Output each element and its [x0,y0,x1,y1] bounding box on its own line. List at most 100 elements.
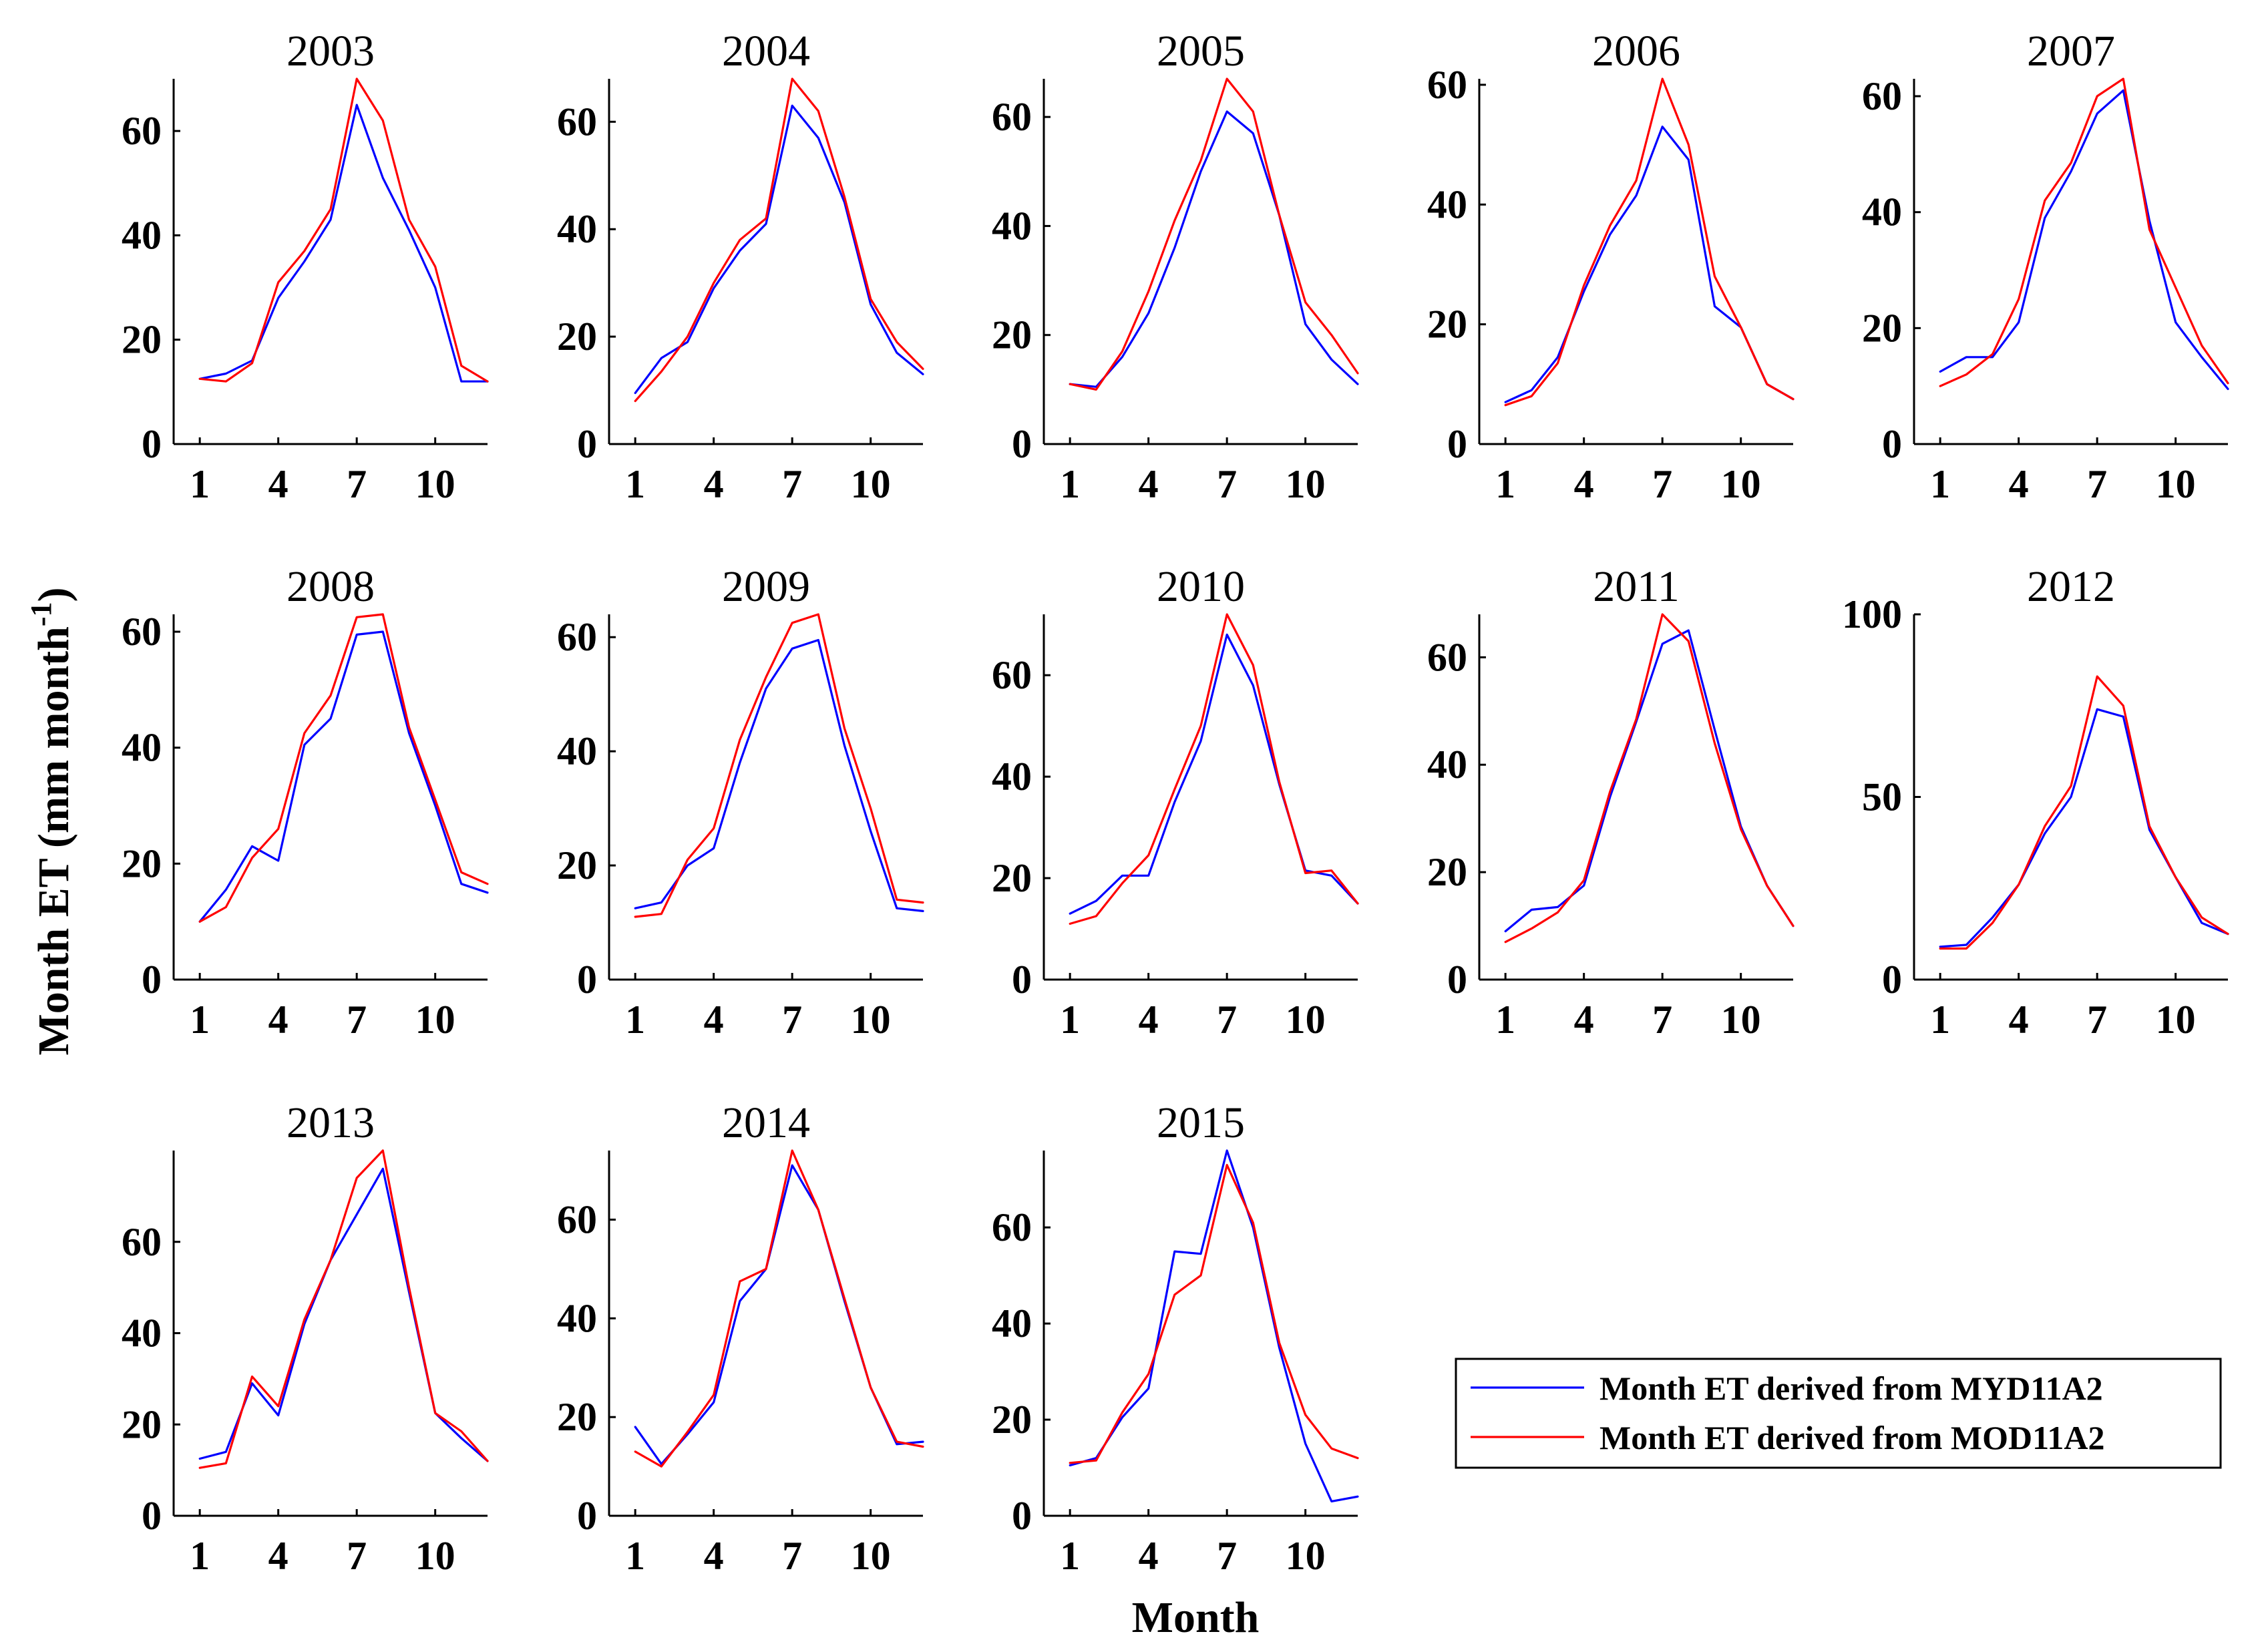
series-line-myd11a2 [1504,629,1794,933]
x-tick-label: 7 [347,998,367,1042]
x-tick-label: 1 [625,1534,645,1578]
x-tick-label: 1 [1495,462,1515,506]
y-tick-label: 20 [557,1395,597,1439]
legend-box [1455,1358,2222,1469]
x-tick-label: 10 [1286,462,1326,506]
y-tick-label: 60 [122,109,162,153]
x-tick-label: 10 [1721,998,1761,1042]
x-tick-label: 10 [1286,998,1326,1042]
x-tick-label: 1 [1495,998,1515,1042]
x-tick-label: 7 [347,1534,367,1578]
y-tick-label: 60 [992,1205,1032,1249]
y-tick-label: 60 [992,653,1032,697]
y-tick-label: 20 [557,843,597,887]
series-line-mod11a2 [1069,1163,1359,1464]
x-tick-label: 10 [851,1534,891,1578]
x-tick-label: 1 [1930,998,1950,1042]
x-tick-label: 4 [268,998,289,1042]
series-line-mod11a2 [1069,613,1359,925]
y-tick-label: 20 [992,313,1032,357]
series-line-myd11a2 [198,1167,489,1462]
y-tick-label: 0 [1012,422,1032,466]
x-tick-label: 1 [1060,998,1080,1042]
y-tick-label: 0 [577,958,597,1002]
y-tick-label: 20 [122,318,162,362]
series-line-mod11a2 [1504,613,1794,944]
x-tick-label: 7 [782,462,802,506]
series-line-mod11a2 [1939,675,2229,950]
y-tick-label: 40 [1862,190,1902,234]
subplot-title: 2012 [2027,562,2115,611]
x-tick-label: 7 [1217,462,1237,506]
y-tick-label: 40 [992,1301,1032,1346]
x-tick-label: 4 [1574,462,1594,506]
y-tick-label: 20 [992,1398,1032,1442]
x-tick-label: 7 [782,998,802,1042]
y-tick-label: 60 [1427,635,1467,679]
subplot-2009: 2009 0 20 40 60 1 4 7 10 [557,562,924,1042]
subplot-2013: 2013 0 20 40 60 1 4 7 10 [122,1098,489,1578]
subplot-2014: 2014 0 20 40 60 1 4 7 10 [557,1098,924,1578]
x-tick-label: 4 [704,998,724,1042]
subplot-2012: 2012 0 50 100 1 4 7 10 [1842,562,2229,1042]
series-line-myd11a2 [1504,126,1794,403]
series-line-mod11a2 [634,613,924,918]
x-tick-label: 1 [190,998,210,1042]
x-tick-label: 4 [704,462,724,506]
x-tick-label: 7 [1652,462,1672,506]
y-tick-label: 40 [122,213,162,257]
x-tick-label: 10 [415,1534,455,1578]
y-tick-label: 20 [1427,850,1467,894]
y-tick-label: 100 [1842,592,1902,636]
subplot-title: 2005 [1157,27,1245,75]
y-tick-label: 0 [1882,422,1902,466]
series-line-mod11a2 [634,1149,924,1468]
x-tick-label: 7 [1217,1534,1237,1578]
y-tick-label: 40 [557,1296,597,1340]
y-tick-label: 40 [557,207,597,251]
y-tick-label: 20 [1427,302,1467,347]
y-tick-label: 40 [122,1311,162,1356]
subplot-2010: 2010 0 20 40 60 1 4 7 10 [992,562,1359,1042]
x-tick-label: 1 [1060,1534,1080,1578]
series-line-myd11a2 [1069,1149,1359,1502]
y-tick-label: 60 [1862,74,1902,118]
subplot-title: 2007 [2027,27,2115,75]
x-tick-label: 7 [347,462,367,506]
x-tick-label: 4 [2009,462,2029,506]
y-tick-label: 0 [1882,958,1902,1002]
x-tick-label: 1 [190,1534,210,1578]
x-tick-label: 4 [1574,998,1594,1042]
series-line-mod11a2 [1504,77,1794,407]
x-tick-label: 10 [2156,462,2196,506]
series-line-myd11a2 [198,630,489,923]
subplot-title: 2003 [287,27,375,75]
series-line-myd11a2 [634,104,924,395]
y-tick-label: 0 [142,422,162,466]
y-tick-label: 0 [1012,958,1032,1002]
subplot-2015: 2015 0 20 40 60 1 4 7 10 [992,1098,1359,1578]
x-tick-label: 10 [1721,462,1761,506]
series-line-myd11a2 [1939,708,2229,948]
y-tick-label: 40 [1427,182,1467,226]
x-tick-label: 4 [1139,998,1159,1042]
x-tick-label: 10 [2156,998,2196,1042]
y-tick-label: 20 [557,315,597,359]
subplot-title: 2011 [1593,562,1680,611]
subplot-title: 2010 [1157,562,1245,611]
y-tick-label: 60 [557,615,597,659]
subplot-title: 2004 [722,27,810,75]
series-line-myd11a2 [1069,633,1359,915]
subplot-title: 2014 [722,1098,810,1147]
x-tick-label: 7 [782,1534,802,1578]
x-tick-label: 10 [1286,1534,1326,1578]
y-tick-label: 0 [1447,422,1467,466]
x-tick-label: 4 [268,462,289,506]
y-tick-label: 0 [1012,1494,1032,1538]
y-tick-label: 40 [557,729,597,773]
subplot-title: 2009 [722,562,810,611]
series-line-mod11a2 [198,1149,489,1469]
y-tick-label: 50 [1862,775,1902,819]
